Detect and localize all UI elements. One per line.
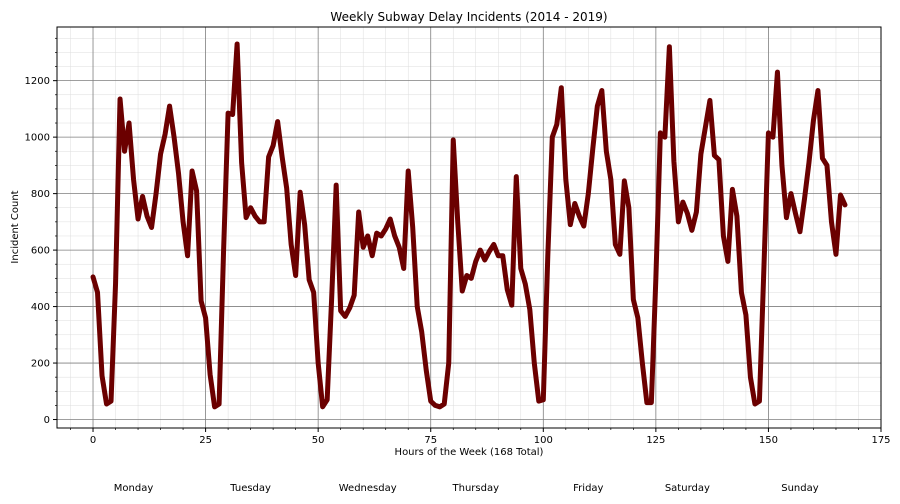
chart-title: Weekly Subway Delay Incidents (2014 - 20… <box>330 10 607 24</box>
x-tick-label: 150 <box>759 435 778 446</box>
x-axis-label: Hours of the Week (168 Total) <box>395 447 544 458</box>
x-tick-labels: 0 25 50 75 100 125 150 175 <box>90 435 891 446</box>
day-label: Friday <box>573 483 603 494</box>
x-tick-label: 125 <box>646 435 665 446</box>
y-tick-label: 1200 <box>25 76 50 87</box>
day-label: Tuesday <box>229 483 271 494</box>
axis-ticks <box>53 37 882 432</box>
day-label: Thursday <box>452 483 500 494</box>
major-grid <box>57 27 882 428</box>
y-tick-label: 1000 <box>25 133 50 144</box>
x-tick-label: 0 <box>90 435 96 446</box>
y-tick-label: 600 <box>31 246 50 257</box>
y-tick-label: 400 <box>31 302 50 313</box>
day-label: Wednesday <box>339 483 397 494</box>
y-tick-label: 800 <box>31 189 50 200</box>
x-tick-label: 25 <box>199 435 212 446</box>
y-tick-label: 200 <box>31 359 50 370</box>
plot-frame <box>56 26 882 429</box>
y-tick-labels: 0 200 400 600 800 1000 1200 <box>25 76 50 426</box>
minor-grid <box>57 27 881 428</box>
y-axis-label: Incident Count <box>10 190 21 263</box>
day-labels: Monday Tuesday Wednesday Thursday Friday Satu… <box>114 483 819 494</box>
x-tick-label: 75 <box>424 435 437 446</box>
x-tick-label: 100 <box>534 435 553 446</box>
y-tick-label: 0 <box>44 415 50 426</box>
day-label: Saturday <box>665 483 710 494</box>
x-tick-label: 50 <box>312 435 325 446</box>
x-tick-label: 175 <box>871 435 890 446</box>
series-line <box>90 41 848 410</box>
series-layer <box>90 41 848 410</box>
day-label: Sunday <box>781 483 818 494</box>
day-label: Monday <box>114 483 154 494</box>
